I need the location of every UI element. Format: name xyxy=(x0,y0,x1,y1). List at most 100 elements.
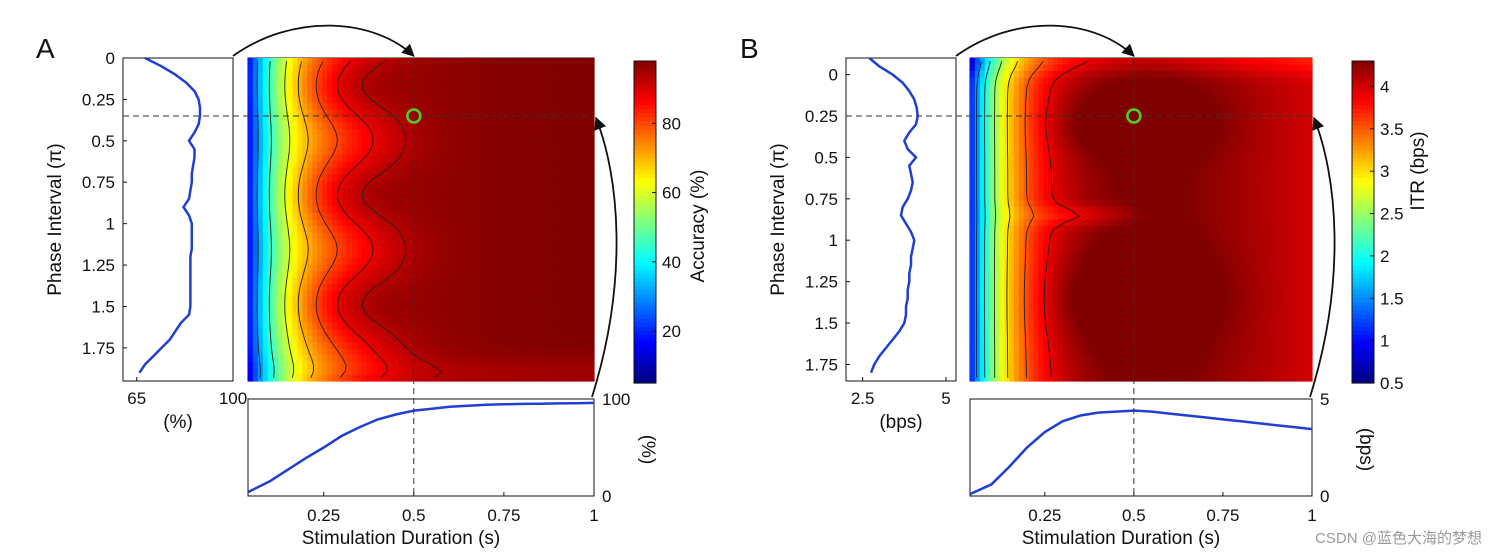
heatmap-cell xyxy=(391,135,397,143)
heatmap-cell xyxy=(381,329,387,337)
heatmap-cell xyxy=(1268,96,1274,104)
heatmap-cell xyxy=(406,245,412,253)
heatmap-cell xyxy=(1238,135,1245,143)
heatmap-cell xyxy=(351,180,358,188)
heatmap-cell xyxy=(569,187,575,195)
heatmap-cell xyxy=(1023,58,1030,66)
heatmap-cell xyxy=(1092,174,1098,182)
heatmap-cell xyxy=(361,129,368,137)
heatmap-cell xyxy=(1175,174,1181,182)
heatmap-cell xyxy=(371,238,378,246)
heatmap-cell xyxy=(554,70,560,78)
heatmap-cell xyxy=(500,206,506,214)
heatmap-cell xyxy=(569,368,575,376)
heatmap-cell xyxy=(416,264,422,272)
heatmap-cell xyxy=(248,245,254,253)
heatmap-cell xyxy=(1072,109,1079,117)
heatmap-cell xyxy=(1057,135,1064,143)
heatmap-cell xyxy=(1082,161,1088,169)
heatmap-cell xyxy=(252,238,259,246)
heatmap-cell xyxy=(1092,122,1098,130)
heatmap-cell xyxy=(490,251,496,259)
heatmap-cell xyxy=(1268,148,1274,156)
heatmap-cell xyxy=(396,58,402,66)
heatmap-cell xyxy=(505,271,511,279)
heatmap-cell xyxy=(534,200,541,208)
heatmap-cell xyxy=(406,225,412,234)
heatmap-cell xyxy=(1013,180,1020,188)
heatmap-cell xyxy=(381,200,387,208)
heatmap-cell xyxy=(465,264,472,272)
heatmap-cell xyxy=(297,342,303,350)
heatmap-cell xyxy=(490,342,496,350)
heatmap-cell xyxy=(421,277,427,285)
heatmap-cell xyxy=(322,77,328,85)
heatmap-cell xyxy=(574,335,580,343)
heatmap-cell xyxy=(549,70,556,78)
colorbar-segment xyxy=(634,366,656,372)
heatmap-cell xyxy=(371,58,378,66)
heatmap-cell xyxy=(529,251,536,259)
heatmap-cell xyxy=(1097,70,1103,78)
heatmap-cell xyxy=(1248,141,1254,150)
heatmap-cell xyxy=(584,200,590,208)
heatmap-cell xyxy=(356,251,363,259)
heatmap-cell xyxy=(277,329,284,337)
heatmap-cell xyxy=(500,335,506,343)
heatmap-cell xyxy=(589,180,595,188)
heatmap-cell xyxy=(1238,141,1245,150)
heatmap-cell xyxy=(460,206,467,214)
heatmap-cell xyxy=(1292,148,1298,156)
heatmap-cell xyxy=(1116,83,1123,91)
heatmap-cell xyxy=(480,129,486,137)
heatmap-cell xyxy=(475,122,481,130)
heatmap-cell xyxy=(336,355,343,363)
heatmap-cell xyxy=(386,219,392,227)
heatmap-cell xyxy=(435,161,442,169)
heatmap-cell xyxy=(381,90,387,98)
heatmap-cell xyxy=(574,342,580,350)
heatmap-cell xyxy=(1214,135,1220,143)
heatmap-cell xyxy=(440,303,447,311)
heatmap-cell xyxy=(589,271,595,279)
heatmap-cell xyxy=(1292,70,1298,78)
heatmap-cell xyxy=(994,83,1000,91)
heatmap-cell xyxy=(539,264,546,272)
heatmap-cell xyxy=(257,129,264,137)
heatmap-cell xyxy=(574,309,580,317)
heatmap-cell xyxy=(569,264,575,272)
heatmap-cell xyxy=(327,77,333,85)
heatmap-cell xyxy=(569,180,575,188)
heatmap-cell xyxy=(272,264,279,272)
heatmap-cell xyxy=(559,277,565,285)
heatmap-cell xyxy=(579,238,585,246)
heatmap-cell xyxy=(979,103,986,111)
heatmap-cell xyxy=(327,368,333,376)
heatmap-cell xyxy=(1116,148,1123,156)
heatmap-cell xyxy=(341,245,348,253)
heatmap-cell xyxy=(356,213,363,221)
heatmap-cell xyxy=(346,129,353,137)
heatmap-cell xyxy=(257,109,264,117)
heatmap-cell xyxy=(416,277,422,285)
heatmap-cell xyxy=(401,129,407,137)
heatmap-cell xyxy=(430,322,437,330)
panel-a-bottom-profile-label: (%) xyxy=(637,435,658,465)
heatmap-cell xyxy=(312,129,318,137)
heatmap-cell xyxy=(327,58,333,66)
heatmap-cell xyxy=(252,129,259,137)
heatmap-cell xyxy=(267,238,274,246)
heatmap-cell xyxy=(480,232,486,240)
heatmap-cell xyxy=(430,316,437,324)
heatmap-cell xyxy=(974,58,981,66)
heatmap-cell xyxy=(425,342,432,350)
heatmap-cell xyxy=(1209,77,1215,85)
heatmap-cell xyxy=(376,342,383,350)
heatmap-cell xyxy=(554,129,560,137)
heatmap-cell xyxy=(549,232,556,240)
heatmap-cell xyxy=(376,90,383,98)
heatmap-cell xyxy=(411,180,417,188)
heatmap-cell xyxy=(505,342,511,350)
heatmap-cell xyxy=(509,167,516,175)
heatmap-cell xyxy=(1101,141,1108,150)
